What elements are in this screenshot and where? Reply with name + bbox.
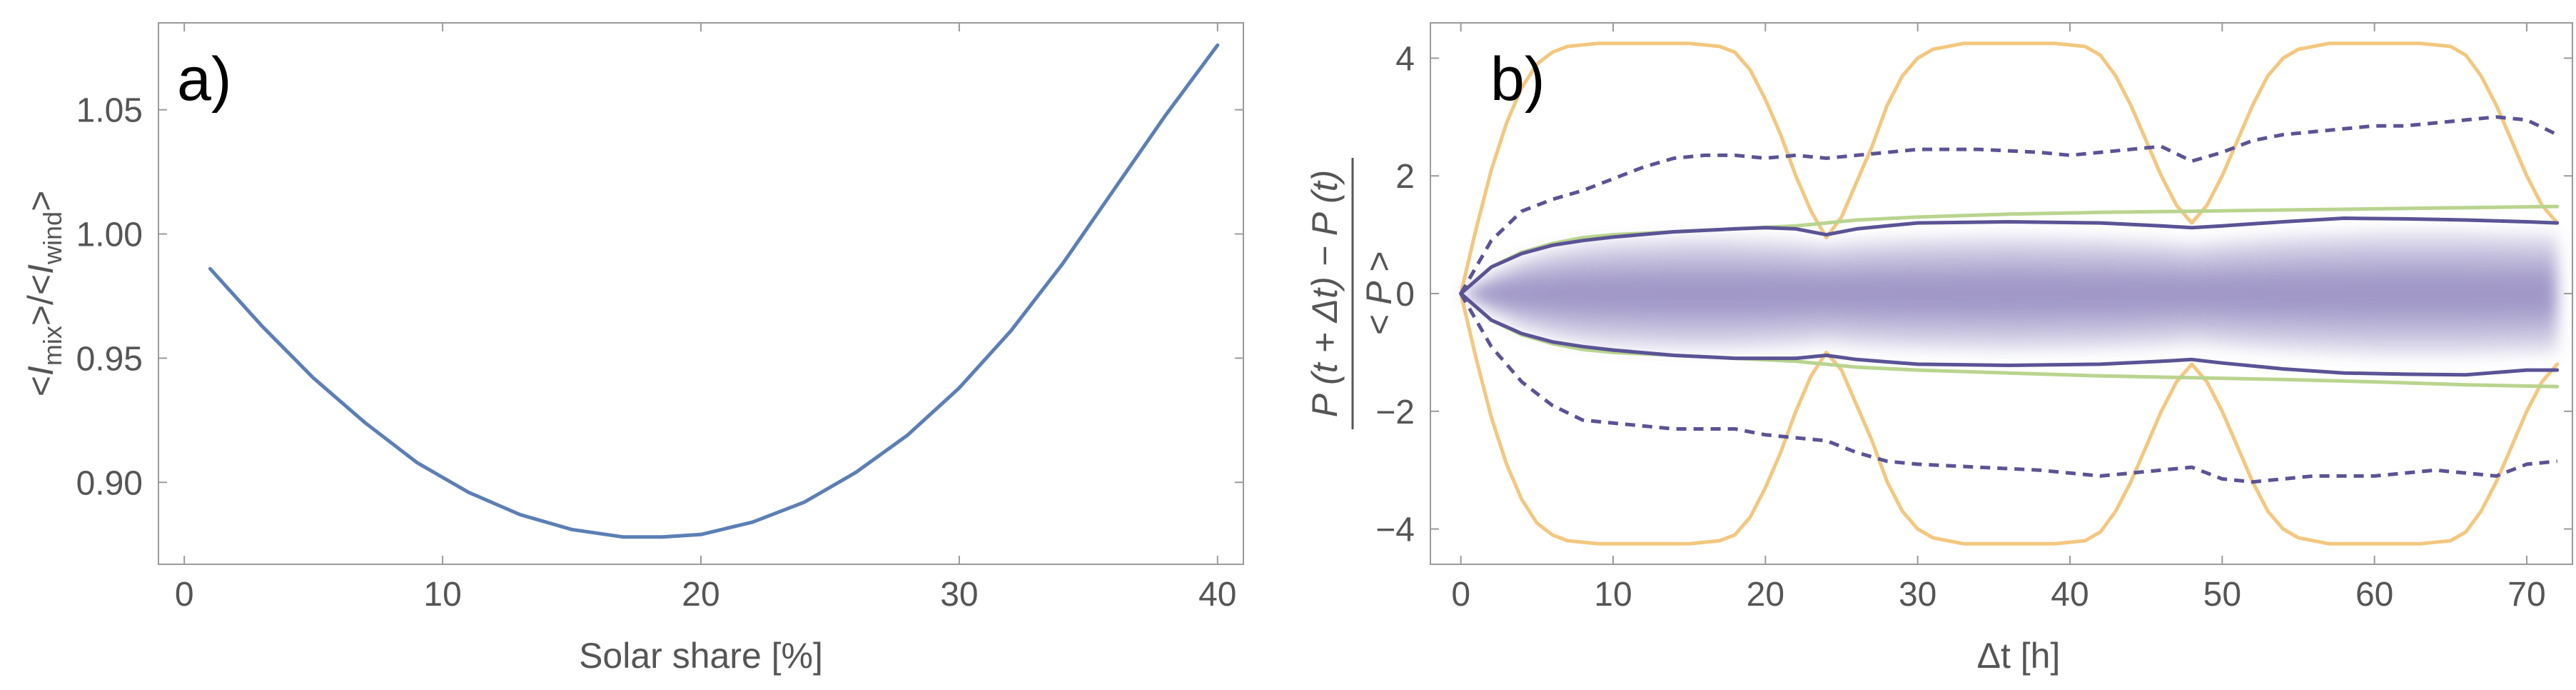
y-axis-label-b: P (t + Δt) − P (t) < P >: [1305, 158, 1399, 429]
y-axis-label-b-denominator: < P >: [1359, 251, 1399, 336]
a-x-tick-label: 0: [175, 576, 194, 614]
b-series-line-6: [1459, 291, 2560, 377]
a-y-tick-label: 0.90: [76, 464, 143, 502]
b-series-line-8: [1459, 292, 2557, 484]
y-axis-label-a: <Imix>/<Iwind>: [21, 191, 67, 397]
b-series-line-5: [1459, 216, 2560, 296]
b-x-tick-label: 60: [2355, 576, 2393, 614]
a-y-tick-label: 1.05: [76, 92, 143, 130]
a-y-tick-label: 1.00: [76, 216, 143, 254]
b-x-tick-label: 10: [1594, 576, 1632, 614]
b-series-line-1: [1459, 41, 2560, 296]
a-series-line-1: [208, 43, 1220, 539]
b-y-tick-label: 4: [1395, 40, 1415, 78]
panel-label-a: a): [177, 45, 231, 114]
b-y-tick-label: −4: [1375, 511, 1415, 549]
a-x-tick-label: 30: [940, 576, 978, 614]
b-x-tick-label: 20: [1747, 576, 1784, 614]
b-series-line-2: [1459, 291, 2560, 546]
b-y-tick-label: −2: [1375, 394, 1415, 431]
chart-a: 0 10 20 30 40 0.90 0.95 1.00 1.05 a) Solar shar…: [21, 22, 1244, 676]
b-x-tick-label: 50: [2203, 576, 2241, 614]
a-x-tick-label: 20: [682, 576, 719, 614]
b-series-line-7: [1459, 115, 2558, 295]
y-axis-label-b-numerator: P (t + Δt) − P (t): [1305, 170, 1345, 418]
b-x-tick-label: 70: [2507, 576, 2545, 614]
b-y-tick-label: 2: [1395, 158, 1415, 196]
panel-label-b: b): [1490, 45, 1545, 114]
density-layers: [1460, 231, 2557, 356]
a-y-tick-label: 0.95: [76, 340, 143, 378]
density-layer-4: [1460, 276, 2557, 311]
plot-frame-a: [158, 22, 1244, 565]
a-x-tick-label: 40: [1198, 576, 1236, 614]
chart-b: 0 10 20 30 40 50 60 70 −4 −2 0 2 4 b) Δt [h] P (t +…: [1305, 22, 2573, 676]
a-x-tick-label: 10: [423, 576, 461, 614]
b-x-tick-label: 40: [2051, 576, 2088, 614]
x-axis-label-a: Solar share [%]: [579, 636, 823, 676]
density-band: [1460, 231, 2557, 356]
b-x-tick-label: 0: [1451, 576, 1470, 614]
b-y-tick-label: 0: [1395, 276, 1415, 314]
x-axis-label-b: Δt [h]: [1977, 636, 2061, 676]
b-x-tick-label: 30: [1899, 576, 1936, 614]
